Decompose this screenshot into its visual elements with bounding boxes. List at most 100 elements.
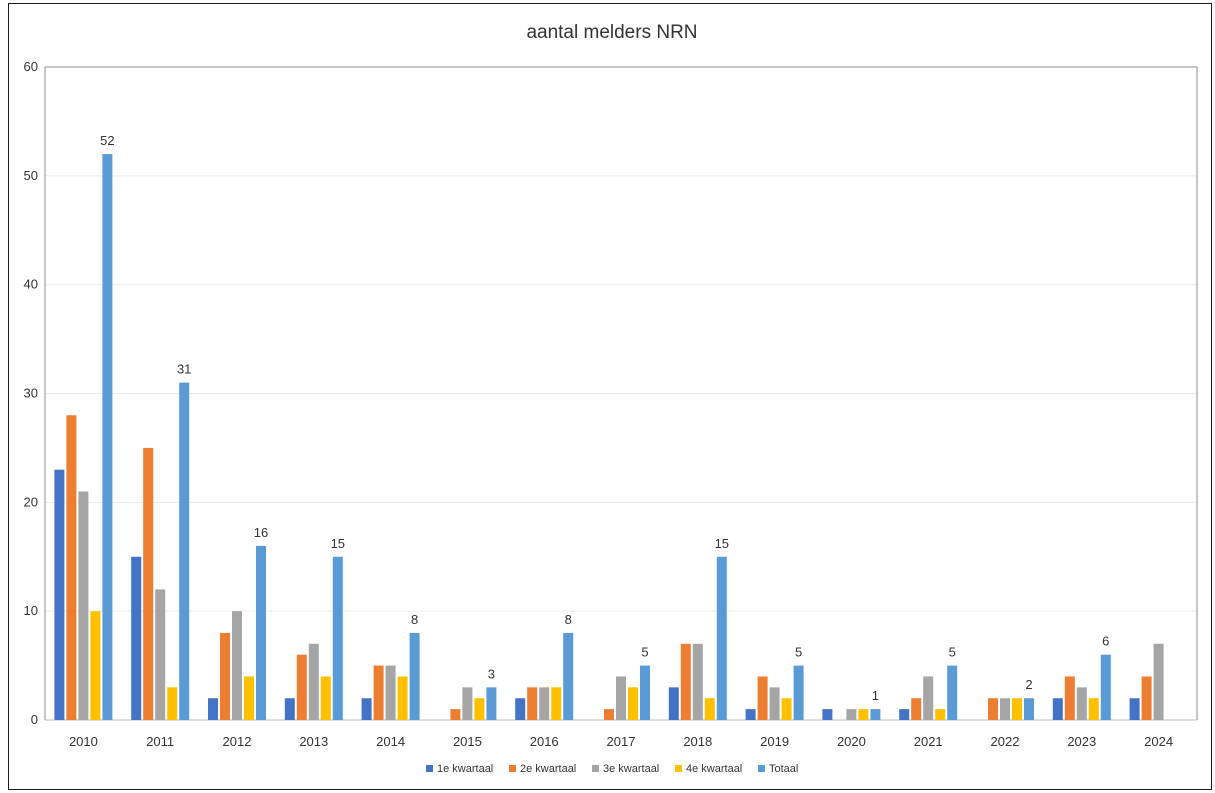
x-tick-label: 2014 xyxy=(376,734,405,749)
y-tick-label: 60 xyxy=(24,59,38,74)
x-tick-label: 2018 xyxy=(683,734,712,749)
bar xyxy=(131,556,142,720)
data-label: 5 xyxy=(949,645,956,660)
bar xyxy=(858,709,869,720)
legend-label: 4e kwartaal xyxy=(686,763,742,775)
data-label: 52 xyxy=(100,133,114,148)
legend-swatch xyxy=(426,765,433,772)
bar xyxy=(308,643,319,720)
legend-swatch xyxy=(758,765,765,772)
bar xyxy=(244,676,254,720)
x-tick-label: 2021 xyxy=(914,734,943,749)
bar xyxy=(102,154,113,721)
bar xyxy=(409,632,420,720)
bar xyxy=(143,447,154,720)
y-tick-label: 20 xyxy=(24,494,38,509)
bar xyxy=(155,589,166,720)
bar xyxy=(704,698,715,720)
gridlines xyxy=(44,66,1198,721)
y-tick-label: 0 xyxy=(31,712,38,727)
bar xyxy=(716,556,727,720)
x-tick-label: 2010 xyxy=(69,734,98,749)
bar xyxy=(1024,698,1034,720)
data-label: 8 xyxy=(565,612,572,627)
bar xyxy=(1141,676,1152,720)
bar xyxy=(361,698,372,720)
x-tick-label: 2015 xyxy=(453,734,482,749)
bar xyxy=(232,611,242,720)
bar xyxy=(220,632,230,720)
bar xyxy=(1076,687,1087,720)
x-axis-ticks: 2010 2011 2012 2013 2014 2015 2016 2017 2018 2019… xyxy=(69,734,1173,749)
data-label: 3 xyxy=(488,666,495,681)
bar xyxy=(296,654,307,720)
bar xyxy=(793,665,804,720)
bar xyxy=(90,611,101,720)
bar xyxy=(1129,698,1140,720)
bar xyxy=(604,709,614,720)
bar xyxy=(54,469,65,720)
bar xyxy=(745,709,756,720)
x-tick-label: 2013 xyxy=(299,734,328,749)
bar xyxy=(769,687,780,720)
bar xyxy=(385,665,396,720)
data-label: 2 xyxy=(1025,677,1032,692)
y-tick-label: 10 xyxy=(24,603,38,618)
bar xyxy=(923,676,934,720)
legend-label: 1e kwartaal xyxy=(437,763,493,775)
bar xyxy=(1052,698,1063,720)
x-tick-label: 2017 xyxy=(607,734,636,749)
bar xyxy=(66,415,77,720)
legend-label: 2e kwartaal xyxy=(520,763,576,775)
bar xyxy=(899,709,910,720)
x-tick-label: 2016 xyxy=(530,734,559,749)
bar xyxy=(935,709,946,720)
bar xyxy=(757,676,768,720)
bar xyxy=(179,382,190,720)
data-label: 15 xyxy=(715,536,729,551)
bar xyxy=(1100,654,1111,720)
bar xyxy=(167,687,178,720)
bar xyxy=(208,698,218,720)
bar xyxy=(1064,676,1075,720)
bar xyxy=(563,632,574,720)
data-label: 5 xyxy=(795,645,802,660)
bar xyxy=(78,491,89,720)
bar xyxy=(474,698,485,720)
bars xyxy=(54,154,1164,721)
x-tick-label: 2023 xyxy=(1067,734,1096,749)
bar xyxy=(692,643,703,720)
bar xyxy=(515,698,526,720)
bar xyxy=(1153,643,1164,720)
chart-frame xyxy=(8,3,1212,790)
y-axis-ticks: 0 10 20 30 40 50 60 xyxy=(24,59,38,727)
bar xyxy=(628,687,638,720)
chart-title: aantal melders NRN xyxy=(526,22,697,43)
data-label: 31 xyxy=(177,362,191,377)
bar xyxy=(822,709,833,720)
bar xyxy=(284,698,295,720)
legend-swatch xyxy=(592,765,599,772)
bar xyxy=(256,545,266,720)
legend-label: 3e kwartaal xyxy=(603,763,659,775)
bar xyxy=(668,687,679,720)
data-label: 15 xyxy=(331,536,345,551)
x-tick-label: 2012 xyxy=(223,734,252,749)
data-label: 1 xyxy=(872,688,879,703)
x-tick-label: 2020 xyxy=(837,734,866,749)
data-label: 8 xyxy=(411,612,418,627)
data-label: 16 xyxy=(254,525,268,540)
bar xyxy=(551,687,562,720)
legend: 1e kwartaal 2e kwartaal 3e kwartaal 4e kwar… xyxy=(426,763,798,775)
bar xyxy=(680,643,691,720)
bar xyxy=(539,687,550,720)
bar xyxy=(781,698,792,720)
bar xyxy=(527,687,538,720)
x-tick-label: 2011 xyxy=(146,734,174,749)
data-label: 6 xyxy=(1102,634,1109,649)
bar xyxy=(640,665,650,720)
bar xyxy=(462,687,473,720)
bar xyxy=(870,709,881,720)
data-label: 5 xyxy=(641,645,648,660)
